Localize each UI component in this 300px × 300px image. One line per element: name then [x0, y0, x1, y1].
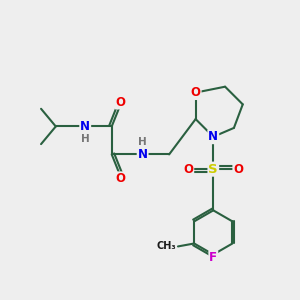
Text: O: O [233, 163, 243, 176]
Text: S: S [208, 163, 218, 176]
Text: F: F [209, 251, 217, 264]
Text: O: O [190, 86, 201, 99]
Text: N: N [208, 130, 218, 143]
Text: H: H [81, 134, 90, 144]
Text: H: H [138, 137, 147, 147]
Text: O: O [116, 95, 126, 109]
Text: O: O [183, 163, 193, 176]
Text: N: N [80, 120, 90, 133]
Text: CH₃: CH₃ [156, 242, 176, 251]
Text: O: O [116, 172, 126, 185]
Text: N: N [138, 148, 148, 161]
